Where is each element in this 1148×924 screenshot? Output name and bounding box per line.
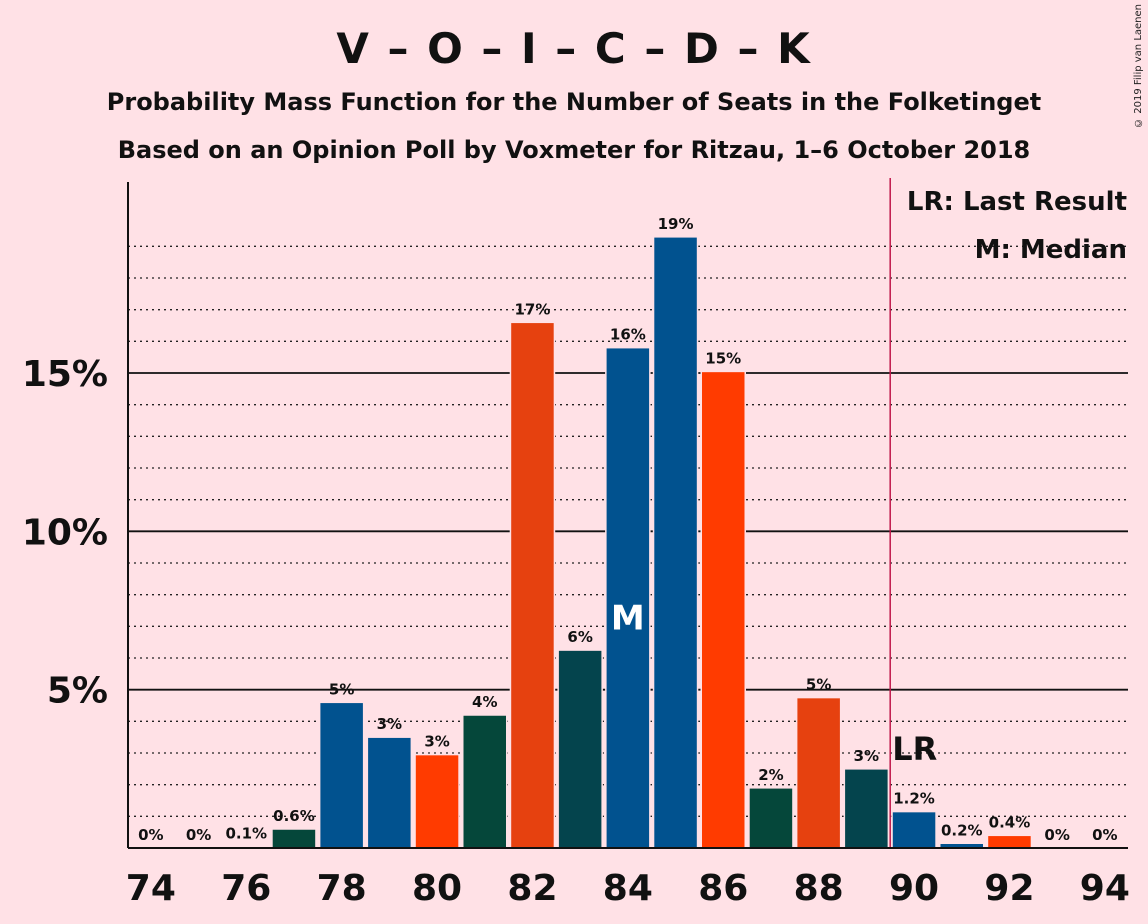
bar-85 <box>652 236 699 849</box>
data-label-89: 3% <box>854 747 879 765</box>
data-label-84: 16% <box>610 326 646 344</box>
bar-89 <box>843 768 890 849</box>
data-label-88: 5% <box>806 676 831 694</box>
bar-80 <box>414 753 460 849</box>
x-tick-label: 76 <box>221 868 271 909</box>
data-label-79: 3% <box>377 715 402 733</box>
y-tick-label: 10% <box>22 512 108 553</box>
legend-last-result: LR: Last Result <box>907 187 1127 217</box>
bar-92 <box>986 834 1033 849</box>
data-label-86: 15% <box>705 349 741 367</box>
x-tick-label: 80 <box>412 868 462 909</box>
bar-90 <box>891 810 937 849</box>
chart-title: V – O – I – C – D – K <box>336 24 812 73</box>
data-label-76: 0.1% <box>225 824 267 842</box>
bar-86 <box>700 370 746 849</box>
data-label-94: 0% <box>1092 826 1117 844</box>
chart-subtitle-source: Based on an Opinion Poll by Voxmeter for… <box>117 136 1031 164</box>
bar-78 <box>318 701 365 849</box>
data-label-85: 19% <box>658 215 694 233</box>
legend-median: M: Median <box>975 235 1127 265</box>
bar-87 <box>748 787 794 849</box>
chart-subtitle: Probability Mass Function for the Number… <box>106 88 1042 116</box>
median-marker: M <box>611 599 645 639</box>
x-tick-label: 94 <box>1080 868 1130 909</box>
data-label-81: 4% <box>472 693 497 711</box>
data-label-80: 3% <box>424 733 449 751</box>
data-label-78: 5% <box>329 680 354 698</box>
data-label-93: 0% <box>1044 826 1069 844</box>
bar-77 <box>271 828 317 849</box>
y-tick-label: 5% <box>47 671 108 712</box>
data-label-83: 6% <box>567 628 592 646</box>
data-label-92: 0.4% <box>989 813 1031 831</box>
data-label-75: 0% <box>186 826 211 844</box>
x-tick-label: 86 <box>698 868 748 909</box>
x-tick-label: 90 <box>889 868 939 909</box>
x-tick-label: 82 <box>507 868 557 909</box>
bar-84 <box>605 346 651 849</box>
bar-81 <box>462 714 508 849</box>
data-label-82: 17% <box>514 300 550 318</box>
x-tick-label: 84 <box>603 868 653 909</box>
data-label-87: 2% <box>758 766 783 784</box>
x-tick-label: 74 <box>126 868 176 909</box>
data-label-90: 1.2% <box>893 790 935 808</box>
data-label-91: 0.2% <box>941 821 983 839</box>
bar-82 <box>509 321 556 849</box>
bar-83 <box>557 649 603 849</box>
bar-79 <box>366 736 413 849</box>
y-tick-label: 15% <box>22 354 108 395</box>
last-result-marker: LR <box>892 730 937 768</box>
x-tick-label: 78 <box>317 868 367 909</box>
data-label-74: 0% <box>138 826 163 844</box>
bar-88 <box>795 696 842 849</box>
x-tick-label: 88 <box>794 868 844 909</box>
data-label-77: 0.6% <box>273 807 315 825</box>
x-tick-label: 92 <box>984 868 1034 909</box>
